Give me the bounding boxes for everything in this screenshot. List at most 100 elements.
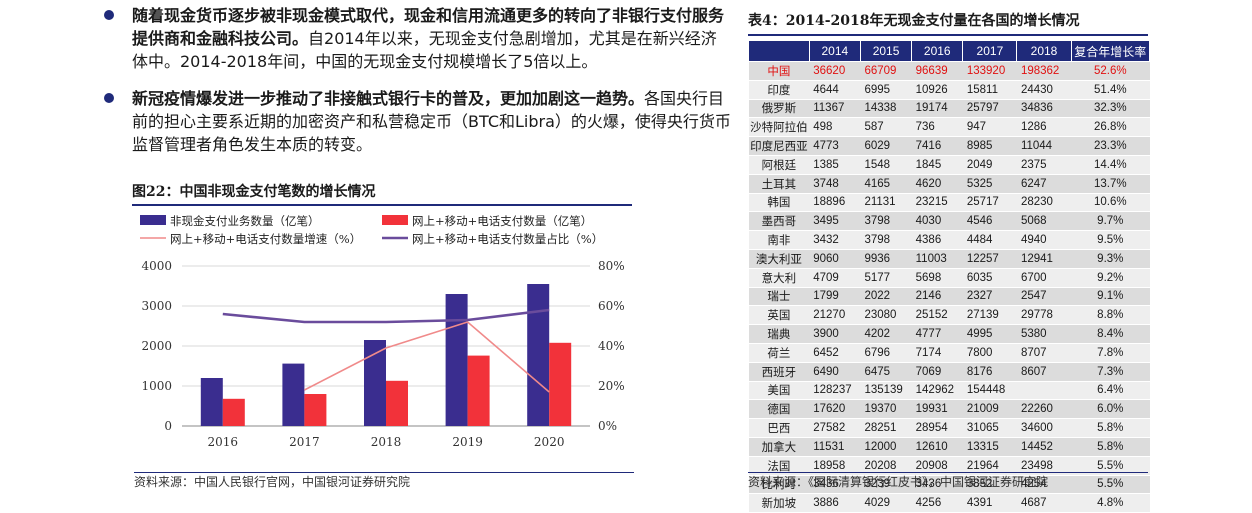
country-cell: 意大利 bbox=[748, 268, 810, 288]
cagr-cell: 52.6% bbox=[1071, 61, 1150, 81]
country-cell: 瑞士 bbox=[748, 287, 810, 307]
cagr-cell: 5.5% bbox=[1071, 475, 1150, 495]
value-cell: 24430 bbox=[1016, 80, 1072, 100]
cagr-cell: 4.8% bbox=[1071, 493, 1150, 513]
value-cell: 6796 bbox=[860, 343, 912, 363]
value-cell: 135139 bbox=[860, 381, 912, 401]
cagr-cell: 8.8% bbox=[1071, 305, 1150, 326]
value-cell: 5698 bbox=[911, 268, 963, 288]
value-cell: 154448 bbox=[962, 381, 1017, 401]
figure-title: 图22：中国非现金支付笔数的增长情况 bbox=[132, 180, 632, 206]
value-cell: 96639 bbox=[911, 61, 963, 81]
value-cell: 7800 bbox=[962, 343, 1017, 363]
value-cell: 1799 bbox=[809, 287, 861, 307]
line-growth-rate bbox=[304, 321, 550, 393]
value-cell: 29778 bbox=[1016, 305, 1072, 326]
bullet-bold-text: 新冠疫情爆发进一步推动了非接触式银行卡的普及，更加加剧这一趋势。 bbox=[132, 89, 645, 108]
bar-noncash bbox=[445, 294, 468, 426]
table-row: 土耳其 3748 4165 4620 5325 6247 13.7% bbox=[748, 174, 1150, 194]
value-cell: 4254 bbox=[1016, 475, 1072, 495]
value-cell: 15811 bbox=[962, 80, 1017, 100]
bar-online bbox=[467, 355, 490, 426]
header-corner bbox=[748, 40, 810, 62]
table-row: 比利时 3436 3239 3436 3852 4254 5.5% bbox=[748, 475, 1150, 495]
value-cell: 11531 bbox=[809, 437, 861, 457]
cagr-cell: 51.4% bbox=[1071, 80, 1150, 100]
y-tick-label: 2000 bbox=[141, 339, 172, 353]
value-cell: 6700 bbox=[1016, 268, 1072, 288]
table-header-row: 2014 2015 2016 2017 2018 复合年增长率 bbox=[748, 40, 1151, 62]
value-cell: 7069 bbox=[911, 362, 963, 382]
y2-tick-label: 40% bbox=[598, 339, 625, 353]
value-cell: 1548 bbox=[860, 155, 912, 175]
table-row: 德国 17620 19370 19931 21009 22260 6.0% bbox=[748, 399, 1150, 420]
value-cell: 14452 bbox=[1016, 437, 1072, 457]
value-cell: 10926 bbox=[911, 80, 963, 100]
value-cell: 2146 bbox=[911, 287, 963, 307]
table-row: 南非 3432 3798 4386 4484 4940 9.5% bbox=[748, 230, 1150, 250]
value-cell: 25797 bbox=[962, 99, 1017, 119]
value-cell: 4546 bbox=[962, 211, 1017, 232]
value-cell: 9060 bbox=[809, 249, 861, 269]
value-cell: 5068 bbox=[1016, 211, 1072, 232]
y2-tick-label: 80% bbox=[598, 259, 625, 273]
cagr-cell: 9.1% bbox=[1071, 287, 1150, 307]
table-row: 澳大利亚 9060 9936 11003 12257 12941 9.3% bbox=[748, 249, 1150, 269]
value-cell: 12941 bbox=[1016, 249, 1072, 269]
value-cell: 23498 bbox=[1016, 456, 1072, 476]
table-row: 韩国 18896 21131 23215 25717 28230 10.6% bbox=[748, 193, 1150, 213]
bullet-dot-icon bbox=[104, 10, 114, 20]
value-cell: 3239 bbox=[860, 475, 912, 495]
value-cell: 3748 bbox=[809, 174, 861, 194]
column-header: 2014 bbox=[808, 40, 861, 62]
bullet-list: 随着现金货币逐步被非现金模式取代，现金和信用流通更多的转向了非银行支付服务提供商… bbox=[92, 4, 732, 170]
country-cell: 墨西哥 bbox=[748, 211, 810, 232]
country-cell: 巴西 bbox=[748, 418, 810, 438]
value-cell: 28230 bbox=[1016, 193, 1072, 213]
value-cell: 3798 bbox=[860, 230, 912, 250]
value-cell: 4391 bbox=[962, 493, 1017, 513]
cagr-cell: 6.4% bbox=[1071, 381, 1150, 401]
value-cell: 34600 bbox=[1016, 418, 1072, 438]
bar-noncash bbox=[527, 284, 550, 426]
value-cell: 2547 bbox=[1016, 287, 1072, 307]
value-cell: 11367 bbox=[809, 99, 861, 119]
value-cell: 4940 bbox=[1016, 230, 1072, 250]
bullet-dot-icon bbox=[104, 93, 114, 103]
y-tick-label: 4000 bbox=[141, 259, 172, 273]
growth-chart: 0 1000 2000 3000 4000 0% 20% 40% 60% 80% 2016 2017 2… bbox=[140, 214, 625, 449]
table-row: 瑞士 1799 2022 2146 2327 2547 9.1% bbox=[748, 287, 1150, 307]
value-cell: 20208 bbox=[860, 456, 912, 476]
value-cell: 587 bbox=[860, 117, 912, 138]
value-cell: 28251 bbox=[860, 418, 912, 438]
cagr-cell: 32.3% bbox=[1071, 99, 1150, 119]
value-cell: 4687 bbox=[1016, 493, 1072, 513]
value-cell: 3432 bbox=[809, 230, 861, 250]
cagr-cell: 10.6% bbox=[1071, 193, 1150, 213]
bar-noncash bbox=[200, 378, 223, 426]
y2-tick-label: 0% bbox=[598, 419, 617, 433]
table-row: 法国 18958 20208 20908 21964 23498 5.5% bbox=[748, 456, 1150, 476]
cagr-cell: 7.8% bbox=[1071, 343, 1150, 363]
table-source: 资料来源：《国际清算银行红皮书》，中国银河证券研究院 bbox=[748, 472, 1148, 491]
table-row: 加拿大 11531 12000 12610 13315 14452 5.8% bbox=[748, 437, 1150, 457]
country-cell: 比利时 bbox=[748, 475, 810, 495]
x-tick-label: 2019 bbox=[452, 435, 483, 449]
cagr-cell: 8.4% bbox=[1071, 324, 1150, 344]
value-cell: 5325 bbox=[962, 174, 1017, 194]
value-cell: 498 bbox=[809, 117, 861, 138]
value-cell: 2327 bbox=[962, 287, 1017, 307]
value-cell: 736 bbox=[911, 117, 963, 138]
value-cell: 128237 bbox=[809, 381, 861, 401]
value-cell: 28954 bbox=[911, 418, 963, 438]
value-cell: 4484 bbox=[962, 230, 1017, 250]
value-cell: 4773 bbox=[809, 136, 861, 156]
table-row: 新加坡 3886 4029 4256 4391 4687 4.8% bbox=[748, 493, 1150, 513]
value-cell: 19370 bbox=[860, 399, 912, 420]
table-row: 墨西哥 3495 3798 4030 4546 5068 9.7% bbox=[748, 211, 1150, 232]
value-cell: 25717 bbox=[962, 193, 1017, 213]
value-cell: 66709 bbox=[860, 61, 912, 81]
country-cell: 俄罗斯 bbox=[748, 99, 810, 119]
table-row: 英国 21270 23080 25152 27139 29778 8.8% bbox=[748, 305, 1150, 326]
cagr-cell: 26.8% bbox=[1071, 117, 1150, 138]
